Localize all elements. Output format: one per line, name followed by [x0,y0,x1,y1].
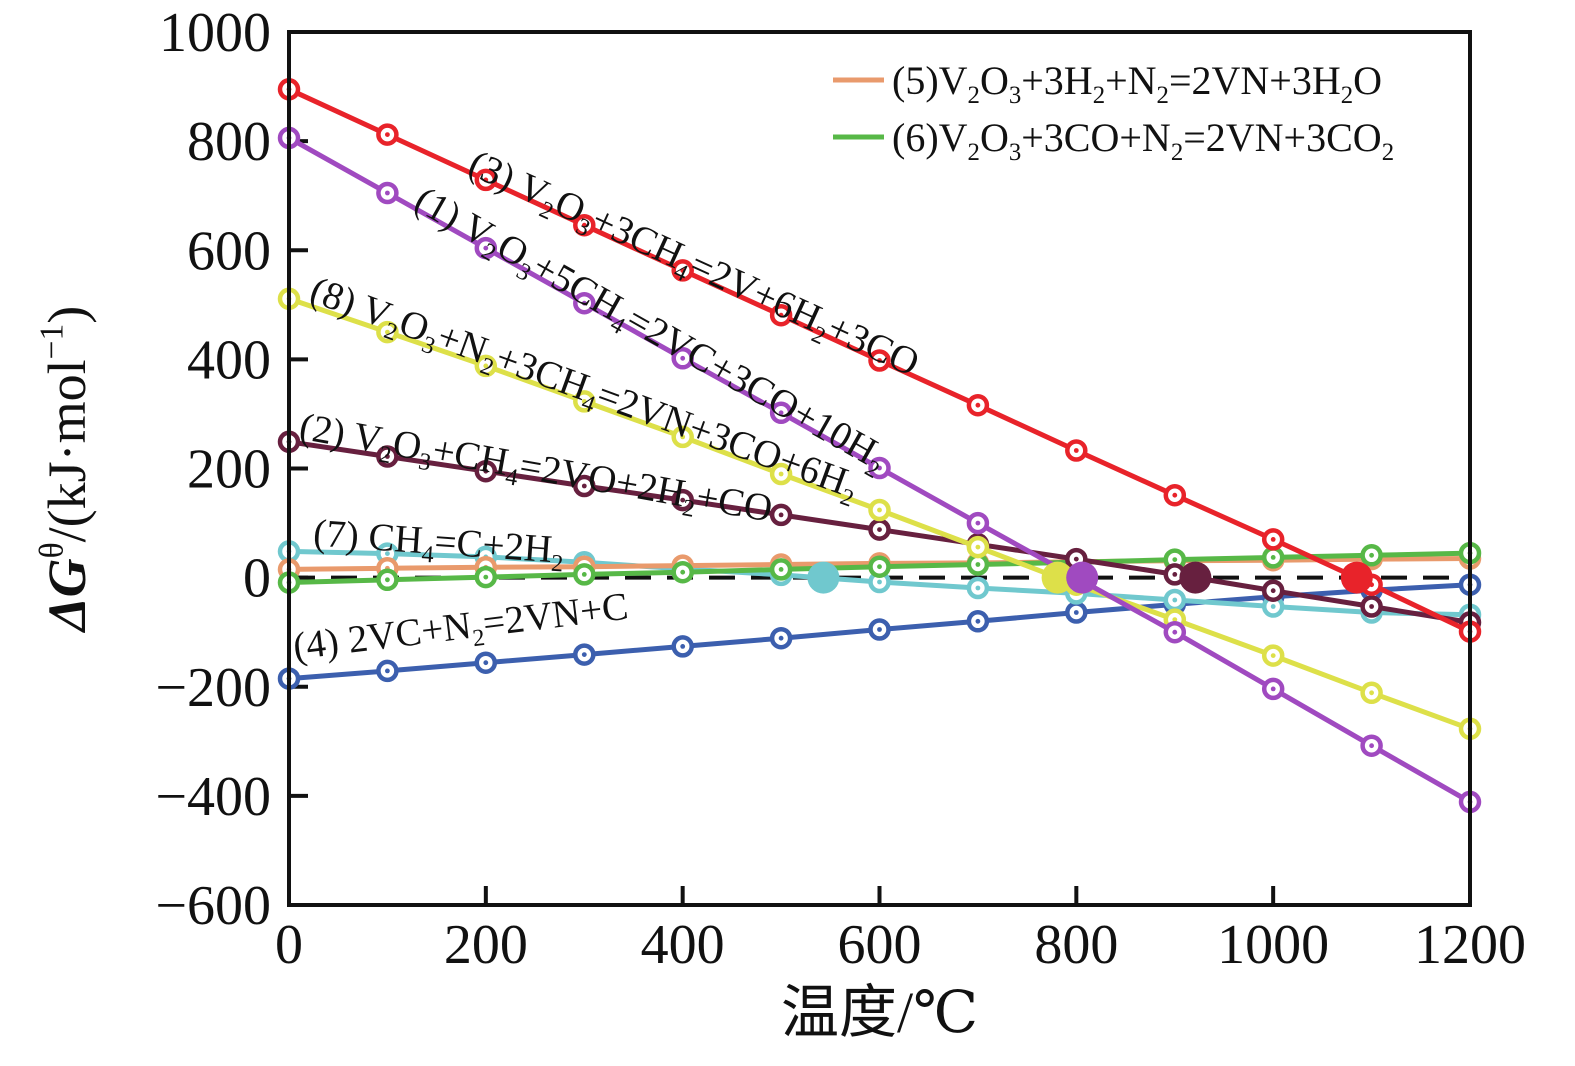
series-7-marker-dot [975,585,981,591]
series-1-marker-dot [385,190,390,196]
y-tick-label-400: 400 [187,329,271,391]
series-8-marker-dot [385,329,390,335]
series-4-marker-dot [1073,610,1079,615]
series-1-marker-dot [680,355,686,361]
series-8-marker-dot [581,399,587,404]
series-8-marker-dot [778,471,784,477]
series-3-group [277,78,1482,643]
series-3-marker-dot [483,177,489,183]
series-8-marker-dot [1369,690,1374,696]
series-4-marker-dot [385,668,390,674]
y-tick-label--600: −600 [155,875,271,937]
y-tick-label-600: 600 [187,220,271,282]
y-axis-title: ΔGθ/(kJ·mol−1) [33,306,97,634]
series-2-marker-dot [680,497,686,503]
series-2-marker-dot [877,527,882,532]
series-6-marker-dot [778,567,784,572]
series-7-marker-dot [385,551,390,556]
series-1-marker-dot [778,410,784,416]
series-7-label: (7) CH4=C+2H2 [312,511,566,577]
series-4-marker-dot [975,618,981,624]
series-6-marker-dot [1270,555,1276,560]
series-6-marker-dot [680,569,686,575]
series-2-marker-dot [1073,556,1079,562]
series-2-marker-dot [778,512,784,518]
legend-item-5: (5)V2O3+3H2+N2=2VN+3H2O [833,58,1382,109]
series-2-marker-dot [385,454,390,459]
series-6-marker-dot [877,564,882,570]
series-2-marker-dot [483,468,489,474]
legend: (5)V2O3+3H2+N2=2VN+3H2O (6)V2O3+3CO+N2=2V… [833,58,1394,166]
series-3-marker-dot [1172,492,1178,498]
series-3-marker-dot [975,402,981,408]
series-1-marker-dot [877,465,882,471]
legend-label-5: (5)V2O3+3H2+N2=2VN+3H2O [892,58,1382,109]
y-tick-label-0: 0 [243,548,271,610]
series-4-marker-dot [581,652,587,657]
series-8-marker-dot [975,544,981,550]
zero-dot-series-7 [807,561,840,594]
series-2-marker-dot [1172,572,1178,577]
series-8-marker-dot [877,507,882,513]
series-6-marker-dot [385,577,390,583]
x-tick-label-0: 0 [275,914,303,976]
series-4-marker-dot [877,627,882,632]
series-7-marker-dot [877,579,882,585]
zero-dot-series-2 [1179,561,1212,594]
series-7-marker-dot [1270,604,1276,609]
series-1-marker-dot [1369,743,1374,749]
series-6-marker-dot [1369,552,1374,558]
series-4-marker-dot [680,644,686,649]
series-2-marker-dot [1369,604,1374,609]
series-2-marker-dot [581,483,587,489]
series-6-marker-dot [483,574,489,580]
zero-dot-series-3 [1340,561,1373,594]
legend-item-6: (6)V2O3+3CO+N2=2VN+3CO2 [833,115,1394,166]
series-3-marker-dot [1270,537,1276,542]
zero-dot-series-1 [1066,561,1099,594]
series-1-marker-dot [1172,629,1178,635]
series-6-marker-dot [975,562,981,567]
series-6-marker-dot [1172,557,1178,562]
series-3-marker-dot [877,358,882,363]
x-tick-label-1000: 1000 [1217,914,1329,976]
zero-dot-series-8 [1041,561,1074,594]
series-1-marker-dot [975,520,981,526]
series-7-marker-dot [1172,597,1178,603]
series-3-marker-dot [1073,448,1079,453]
axis-ticks: −600 −400 −200 0 200 400 600 800 1000 0 200 400 600 8… [155,2,1526,976]
series-3-marker-dot [385,132,390,138]
x-tick-label-200: 200 [444,914,528,976]
x-tick-label-800: 800 [1034,914,1118,976]
series-2-marker-dot [1270,588,1276,594]
series-3-marker-dot [680,268,686,273]
x-tick-label-400: 400 [641,914,725,976]
y-tick-label--200: −200 [155,657,271,719]
series-8-marker-dot [483,363,489,369]
y-tick-label--400: −400 [155,766,271,828]
x-axis-title: 温度/℃ [781,980,978,1045]
series-3-marker-dot [581,222,587,228]
y-tick-label-800: 800 [187,111,271,173]
series-1-marker-dot [581,300,587,306]
series-3-marker-dot [778,312,784,318]
x-tick-label-1200: 1200 [1414,914,1526,976]
plot-frame [287,30,1472,907]
y-tick-label-1000: 1000 [159,2,271,64]
series-8-marker-dot [680,434,686,440]
series-8-marker-dot [1270,653,1276,658]
zero-crossing-dots [807,561,1373,594]
series-4-marker-dot [778,635,784,641]
series-6-marker-dot [581,572,587,577]
x-tick-label-600: 600 [838,914,922,976]
series-4-marker-dot [483,660,489,666]
series-1-marker-dot [483,245,489,251]
y-tick-label-200: 200 [187,439,271,501]
legend-label-6: (6)V2O3+3CO+N2=2VN+3CO2 [892,115,1394,166]
series-8-marker-dot [1172,617,1178,622]
series-1-marker-dot [1270,686,1276,692]
